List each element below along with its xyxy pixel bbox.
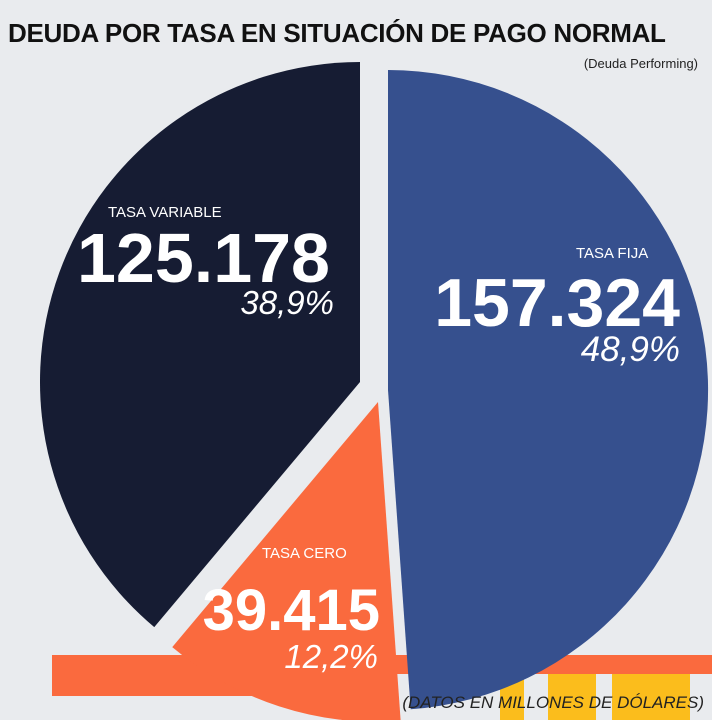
slice-tasa-variable bbox=[39, 62, 361, 628]
band-yellow-3 bbox=[612, 674, 690, 720]
slice-percent-tasa-cero: 12,2% bbox=[284, 638, 378, 675]
units-footnote: (DATOS EN MILLONES DE DÓLARES) bbox=[402, 693, 704, 712]
band-yellow-2 bbox=[548, 674, 596, 720]
pie-slices bbox=[39, 62, 709, 720]
slice-label-tasa-fija: TASA FIJA bbox=[576, 245, 648, 262]
slice-label-tasa-cero: TASA CERO bbox=[262, 545, 347, 562]
slice-label-tasa-variable: TASA VARIABLE bbox=[108, 204, 222, 221]
slice-percent-tasa-fija: 48,9% bbox=[581, 330, 680, 369]
slice-tasa-fija bbox=[388, 69, 709, 710]
slice-value-tasa-cero: 39.415 bbox=[203, 578, 380, 643]
slice-tasa-cero bbox=[172, 402, 401, 720]
chart-title: DEUDA POR TASA EN SITUACIÓN DE PAGO NORM… bbox=[8, 18, 666, 48]
slice-value-tasa-fija: 157.324 bbox=[434, 265, 680, 341]
slice-value-tasa-variable: 125.178 bbox=[77, 219, 330, 297]
slice-percent-tasa-variable: 38,9% bbox=[240, 284, 334, 321]
chart-subtitle: (Deuda Performing) bbox=[583, 56, 698, 71]
